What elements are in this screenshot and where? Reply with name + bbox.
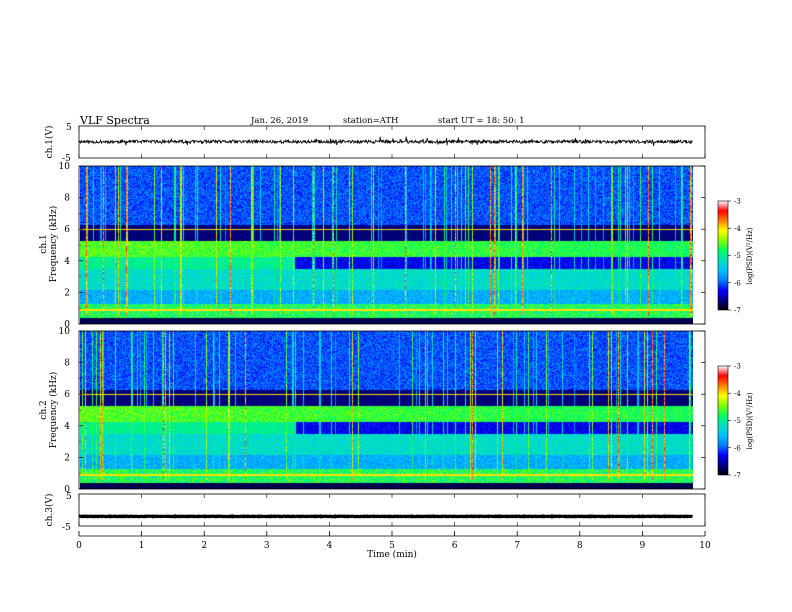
ch1-waveform-ylabel: ch.1(V) [44,126,55,159]
ch3-waveform-ylabel: ch.3(V) [44,494,55,527]
ch2-frequency-ylabel: Frequency (kHz) [48,372,59,449]
frequency-tick-label: 4 [64,422,70,432]
ch1-spectrogram-image [80,166,693,324]
frequency-tick-label: 2 [64,288,70,298]
time-axis-tick-label: 5 [389,541,395,551]
time-axis-tick-label: 9 [640,541,646,551]
ch2-colorbar [718,366,728,475]
time-axis-tick-label: 6 [452,541,458,551]
time-axis-tick-label: 7 [514,541,520,551]
ch3-ytick-bottom: -5 [62,523,71,533]
ch2-channel-label: ch.2 [39,400,49,419]
colorbar-tick-label: -3 [734,198,741,206]
ch3-waveform-trace [78,494,706,526]
ch1-waveform-trace [78,126,706,158]
colorbar-tick-label: -3 [734,363,741,371]
colorbar-tick-label: -7 [734,307,741,315]
frequency-tick-label: 4 [64,257,70,267]
colorbar-tick-label: -7 [734,472,741,480]
ch3-ytick-top: 5 [66,492,72,502]
waveform-line [78,136,693,147]
ch3-waveform-frame [78,493,706,527]
ch1-colorbar [718,201,728,310]
time-axis-tick-label: 3 [264,541,270,551]
ch3-waveform-panel: 5 -5 ch.3(V) [44,492,706,533]
date-label: Jan. 26, 2019 [250,116,308,126]
figure-title: VLF Spectra [79,114,150,127]
start-time-label: start UT = 18: 50: 1 [438,116,525,126]
station-label: station=ATH [343,116,398,126]
colorbar-tick-label: -4 [734,390,741,398]
time-axis-tick-label: 2 [201,541,207,551]
time-axis-label: Time (min) [367,549,417,560]
time-axis-tick-label: 1 [139,541,145,551]
frequency-tick-label: 10 [59,327,71,337]
time-axis-tick-label: 0 [76,541,82,551]
frequency-tick-label: 2 [64,453,70,463]
ch1-ytick-bottom: -5 [62,154,71,164]
frequency-tick-label: 8 [64,194,70,204]
frequency-tick-label: 6 [64,225,70,235]
colorbar-tick-label: -6 [734,444,741,452]
time-axis-tick-label: 8 [577,541,583,551]
ch2-spectrogram-image [80,331,693,489]
frequency-tick-label: 6 [64,390,70,400]
ch2-colorbar-label: log(PSD)(V²/Hz) [746,392,754,449]
time-axis: 0 1 2 3 4 5 6 7 8 9 10 [76,531,711,551]
ch1-ytick-top: 5 [66,123,72,133]
time-axis-tick-label: 10 [699,541,711,551]
colorbar-tick-label: -5 [734,417,741,425]
ch1-channel-label: ch.1 [39,234,49,253]
frequency-tick-label: 10 [59,162,71,172]
colorbar-tick-label: -5 [734,252,741,260]
time-axis-tick-label: 4 [327,541,333,551]
frequency-tick-label: 0 [64,485,70,495]
ch1-frequency-ylabel: Frequency (kHz) [48,206,59,283]
colorbar-tick-label: -6 [734,279,741,287]
frequency-tick-label: 0 [64,320,70,330]
ch1-waveform-panel: 5 -5 ch.1(V) [44,123,706,164]
frequency-tick-label: 8 [64,359,70,369]
colorbar-tick-label: -4 [734,225,741,233]
ch1-colorbar-label: log(PSD)(V²/Hz) [746,227,754,284]
